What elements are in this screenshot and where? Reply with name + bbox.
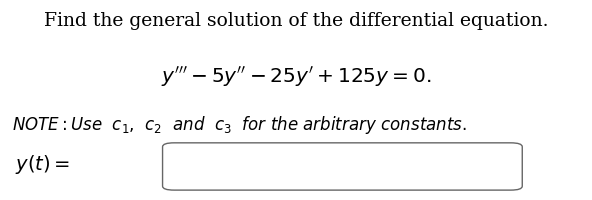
- Text: Find the general solution of the differential equation.: Find the general solution of the differe…: [44, 12, 548, 30]
- Text: $\mathit{NOTE: Use}$  $c_1$$\mathit{,}$  $c_2$  $\mathit{and}$  $c_3$  $\mathit{: $\mathit{NOTE: Use}$ $c_1$$\mathit{,}$ $…: [12, 114, 466, 136]
- FancyBboxPatch shape: [163, 143, 522, 190]
- Text: $y''' - 5y'' - 25y' + 125y = 0.$: $y''' - 5y'' - 25y' + 125y = 0.$: [161, 65, 431, 89]
- Text: $y(t) =$: $y(t) =$: [15, 152, 70, 175]
